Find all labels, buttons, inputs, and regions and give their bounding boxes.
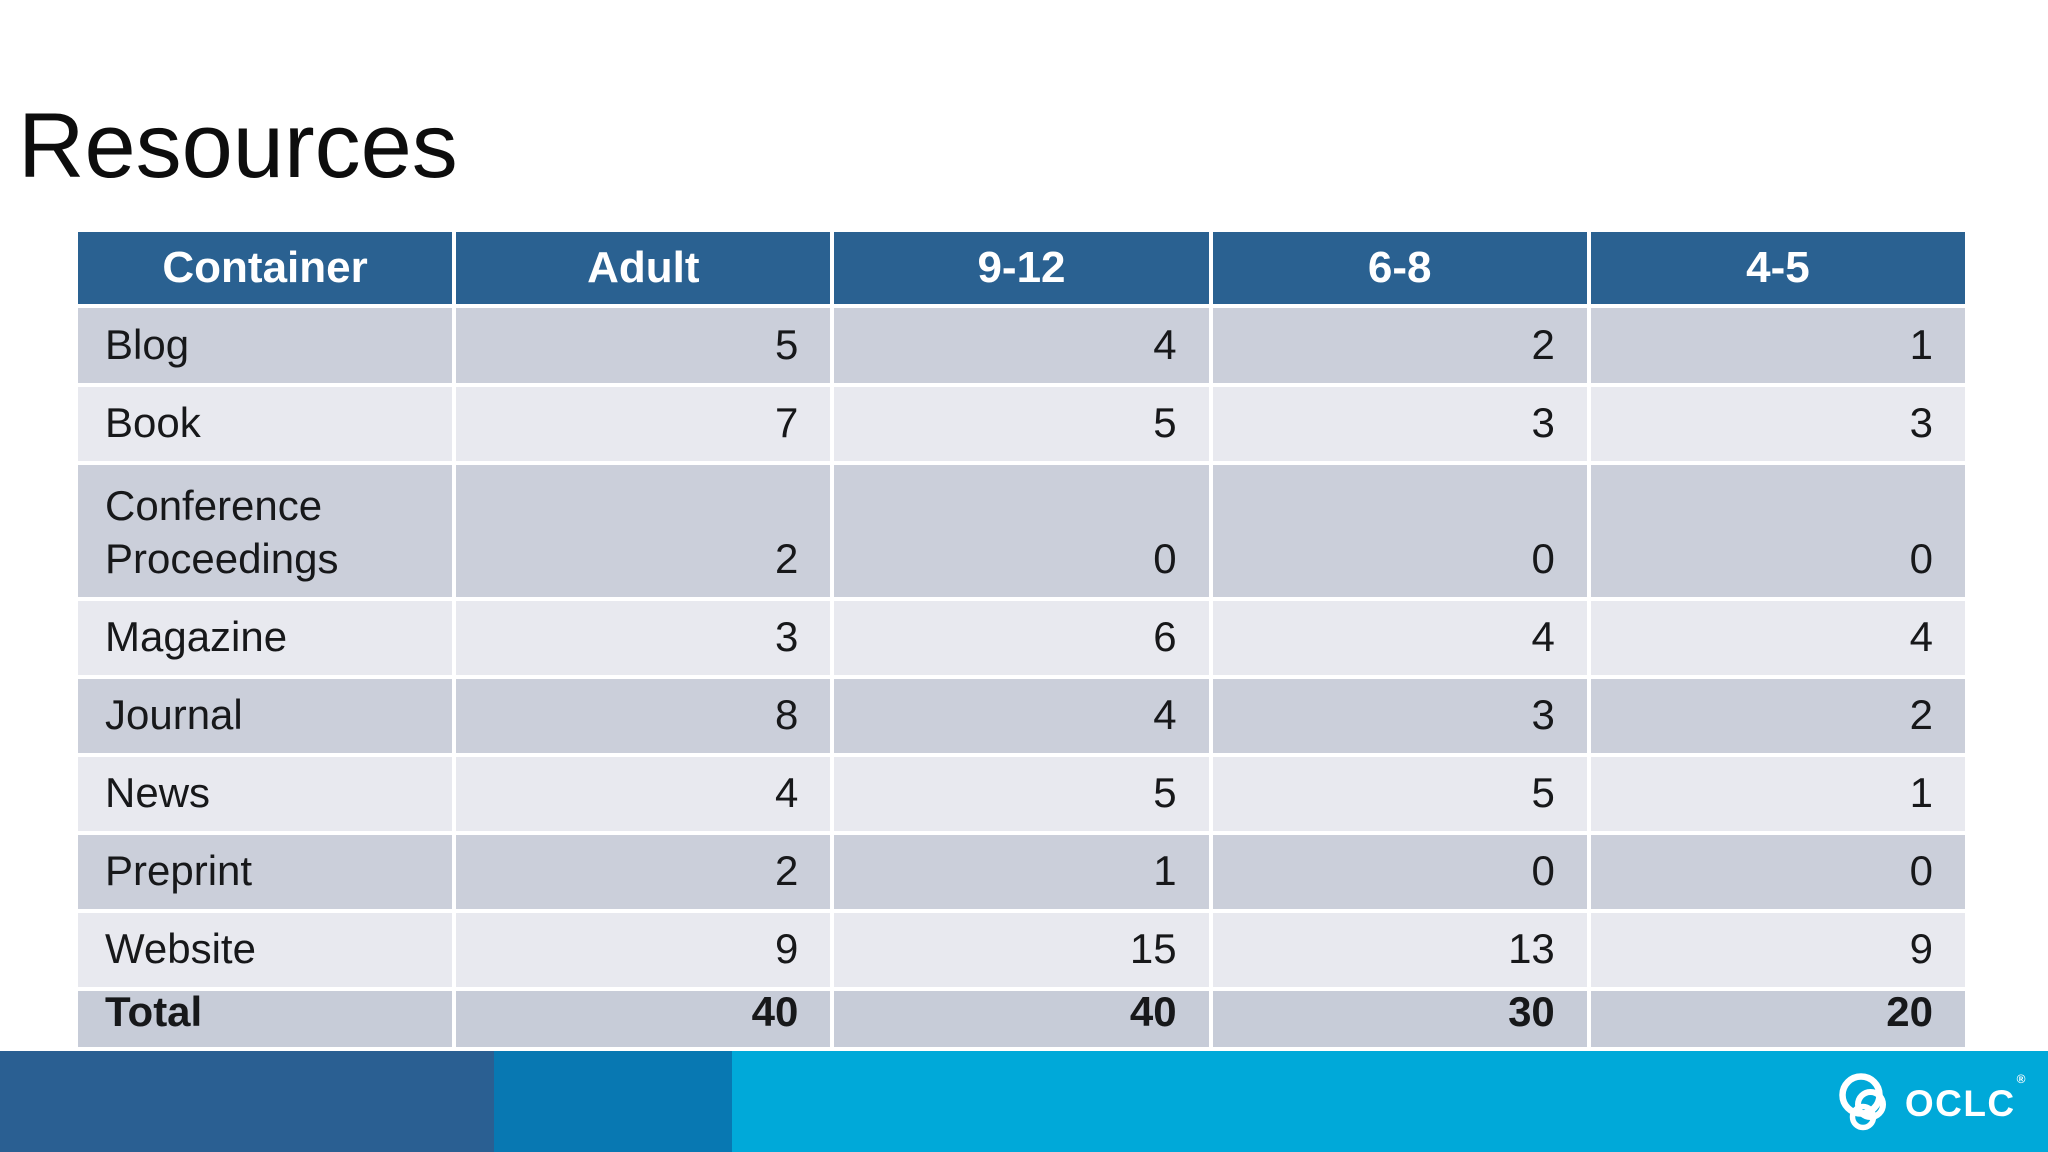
row-label: News xyxy=(78,757,453,831)
cell-value: 4 xyxy=(834,308,1209,383)
resources-table: Container Adult 9-12 6-8 4-5 Blog 5 4 2 … xyxy=(78,232,1965,1047)
cell-value: 2 xyxy=(456,835,831,909)
cell-value: 4 xyxy=(1212,601,1587,675)
cell-value: 0 xyxy=(834,465,1209,597)
cell-value: 3 xyxy=(1212,679,1587,753)
cell-value: 5 xyxy=(1212,757,1587,831)
footer-bar: OCLC® xyxy=(0,1051,2048,1152)
row-label: Preprint xyxy=(78,835,453,909)
cell-value: 2 xyxy=(456,465,831,597)
column-header-6-8: 6-8 xyxy=(1212,232,1587,304)
cell-value: 3 xyxy=(456,601,831,675)
cell-value: 4 xyxy=(456,757,831,831)
row-label: Magazine xyxy=(78,601,453,675)
cell-value: 1 xyxy=(834,835,1209,909)
row-label: Blog xyxy=(78,308,453,383)
cell-value: 40 xyxy=(834,988,1209,1047)
cell-value: 1 xyxy=(1590,757,1965,831)
column-header-4-5: 4-5 xyxy=(1590,232,1965,304)
cell-value: 3 xyxy=(1212,387,1587,461)
cell-value: 5 xyxy=(834,757,1209,831)
cell-value: 0 xyxy=(1212,835,1587,909)
cell-value: 0 xyxy=(1212,465,1587,597)
oclc-logo-text: OCLC® xyxy=(1904,1071,2027,1124)
cell-value: 4 xyxy=(1590,601,1965,675)
cell-value: 2 xyxy=(1590,679,1965,753)
column-header-container: Container xyxy=(78,232,453,304)
cell-value: 4 xyxy=(834,679,1209,753)
cell-value: 0 xyxy=(1590,835,1965,909)
cell-value: 15 xyxy=(834,913,1209,987)
cell-value: 1 xyxy=(1590,308,1965,383)
cell-value: 0 xyxy=(1590,465,1965,597)
cell-value: 40 xyxy=(456,988,831,1047)
footer-bar-segment-medium-blue xyxy=(494,1051,732,1152)
cell-value: 2 xyxy=(1212,308,1587,383)
cell-value: 8 xyxy=(456,679,831,753)
oclc-logo: OCLC® xyxy=(1837,1073,2026,1133)
cell-value: 9 xyxy=(456,913,831,987)
cell-value: 30 xyxy=(1212,988,1587,1047)
registered-trademark-mark: ® xyxy=(2016,1071,2027,1086)
cell-value: 7 xyxy=(456,387,831,461)
row-label: Total xyxy=(78,988,453,1047)
column-header-9-12: 9-12 xyxy=(834,232,1209,304)
footer-bar-segment-cyan: OCLC® xyxy=(732,1051,2048,1152)
cell-value: 13 xyxy=(1212,913,1587,987)
row-label: Book xyxy=(78,387,453,461)
cell-value: 3 xyxy=(1590,387,1965,461)
oclc-circles-icon xyxy=(1839,1073,1886,1131)
cell-value: 6 xyxy=(834,601,1209,675)
column-header-adult: Adult xyxy=(456,232,831,304)
row-label: Journal xyxy=(78,679,453,753)
cell-value: 9 xyxy=(1590,913,1965,987)
cell-value: 5 xyxy=(456,308,831,383)
footer-bar-segment-dark-blue xyxy=(0,1051,494,1152)
cell-value: 20 xyxy=(1590,988,1965,1047)
row-label: Conference Proceedings xyxy=(78,465,453,597)
cell-value: 5 xyxy=(834,387,1209,461)
row-label: Website xyxy=(78,913,453,987)
page-title: Resources xyxy=(18,95,458,197)
